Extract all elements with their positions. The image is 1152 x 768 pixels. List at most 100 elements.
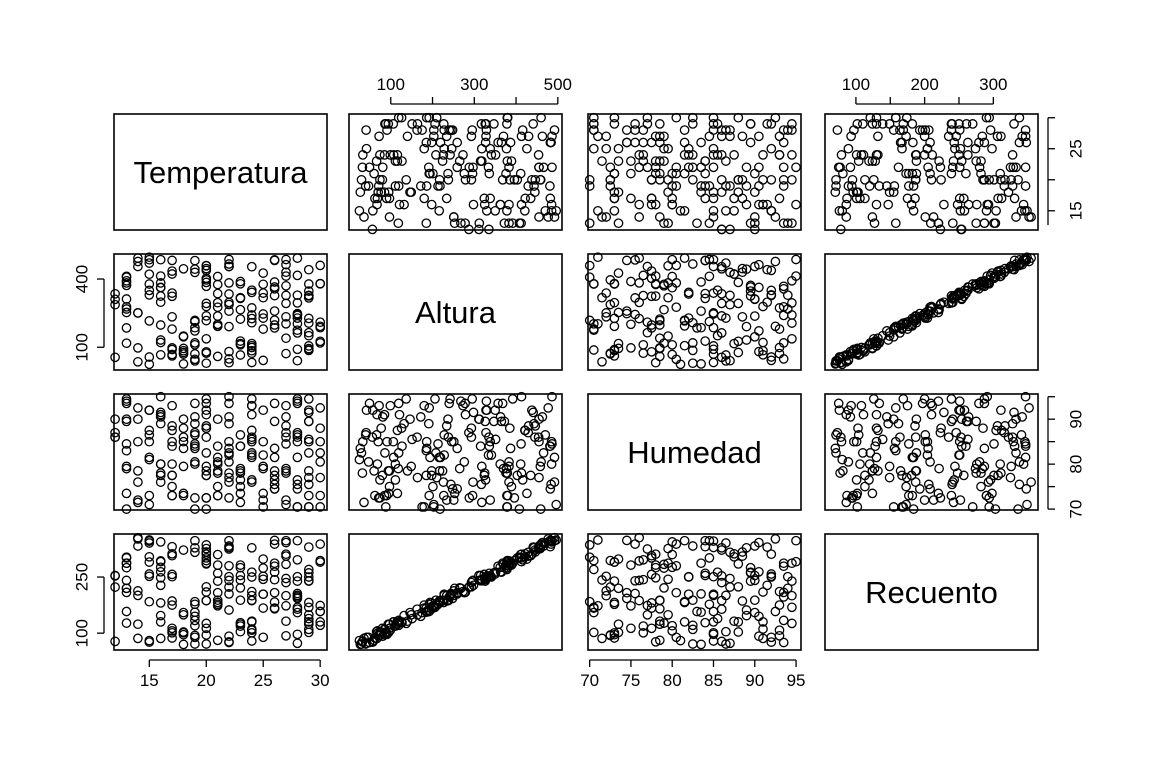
data-point [133,466,143,476]
data-point [989,439,999,449]
data-point [212,576,223,586]
data-point [212,441,223,452]
data-point [893,162,904,173]
data-point [745,218,756,229]
data-point [523,421,534,431]
data-point [774,131,785,142]
data-point [201,595,212,606]
data-point [201,301,212,312]
data-point [447,484,458,494]
data-point [474,218,485,229]
data-point [533,432,544,443]
data-point [144,454,155,465]
data-point [974,137,984,148]
data-point [1006,461,1017,472]
data-point [749,311,760,321]
data-point [700,181,711,191]
data-point [663,331,673,341]
data-point [235,560,246,570]
data-point [474,414,484,425]
data-point [476,143,487,154]
data-point [303,327,314,338]
data-point [315,423,326,434]
data-point [671,260,682,271]
data-point [845,162,856,173]
data-point [178,488,189,499]
data-point [201,277,212,288]
data-point [376,423,387,434]
data-point [258,292,269,303]
data-point [995,459,1006,469]
data-point [190,356,200,366]
data-point [479,569,490,580]
data-point [667,254,678,265]
data-point [474,224,484,235]
data-point [155,556,166,566]
data-point [883,418,894,429]
data-point [269,603,280,613]
data-point [501,463,512,474]
data-point [683,150,694,160]
data-point [246,394,257,404]
data-point [679,535,690,546]
data-point [379,150,390,160]
data-point [1009,193,1020,204]
data-point [303,318,314,328]
data-point [121,439,132,449]
data-point [246,338,257,349]
data-point [873,338,883,349]
data-point [363,457,374,467]
data-point [754,326,764,336]
data-point [480,137,491,148]
data-point [983,199,994,210]
data-point [881,181,892,191]
data-point [523,131,534,142]
data-point [435,504,445,514]
data-point [458,150,468,160]
data-point [514,504,525,514]
data-point [831,448,841,458]
data-point [392,425,403,436]
data-point [167,351,177,361]
data-point [1014,137,1025,148]
data-point [782,583,793,594]
data-point [774,303,785,313]
data-point [246,586,257,597]
data-point [638,137,649,148]
data-point [1003,263,1014,274]
data-point [377,162,388,173]
data-point [956,441,967,452]
data-point [178,436,189,447]
data-point [452,137,463,148]
data-point [468,407,479,418]
points-layer [110,112,1036,650]
data-point [700,541,711,552]
data-point [716,187,727,198]
data-point [303,394,314,404]
data-point [190,547,200,558]
data-point [842,351,852,361]
data-point [545,441,556,452]
data-point [996,174,1006,185]
data-point [201,311,212,321]
data-point [704,131,715,142]
data-point [144,258,155,268]
data-point [1011,212,1021,222]
data-point [364,162,375,173]
data-point [121,583,132,594]
data-point [133,414,143,425]
data-point [663,574,673,585]
data-point [246,409,257,420]
data-point [380,448,390,458]
data-point [357,162,368,173]
tick-label: 100 [73,619,92,647]
data-point [201,543,212,554]
data-point [484,432,494,443]
data-point [1022,499,1032,510]
tick-label: 70 [1067,500,1086,519]
data-point [950,461,960,472]
data-point [867,488,878,499]
data-point [737,311,748,322]
data-point [235,575,246,585]
data-point [190,615,200,626]
